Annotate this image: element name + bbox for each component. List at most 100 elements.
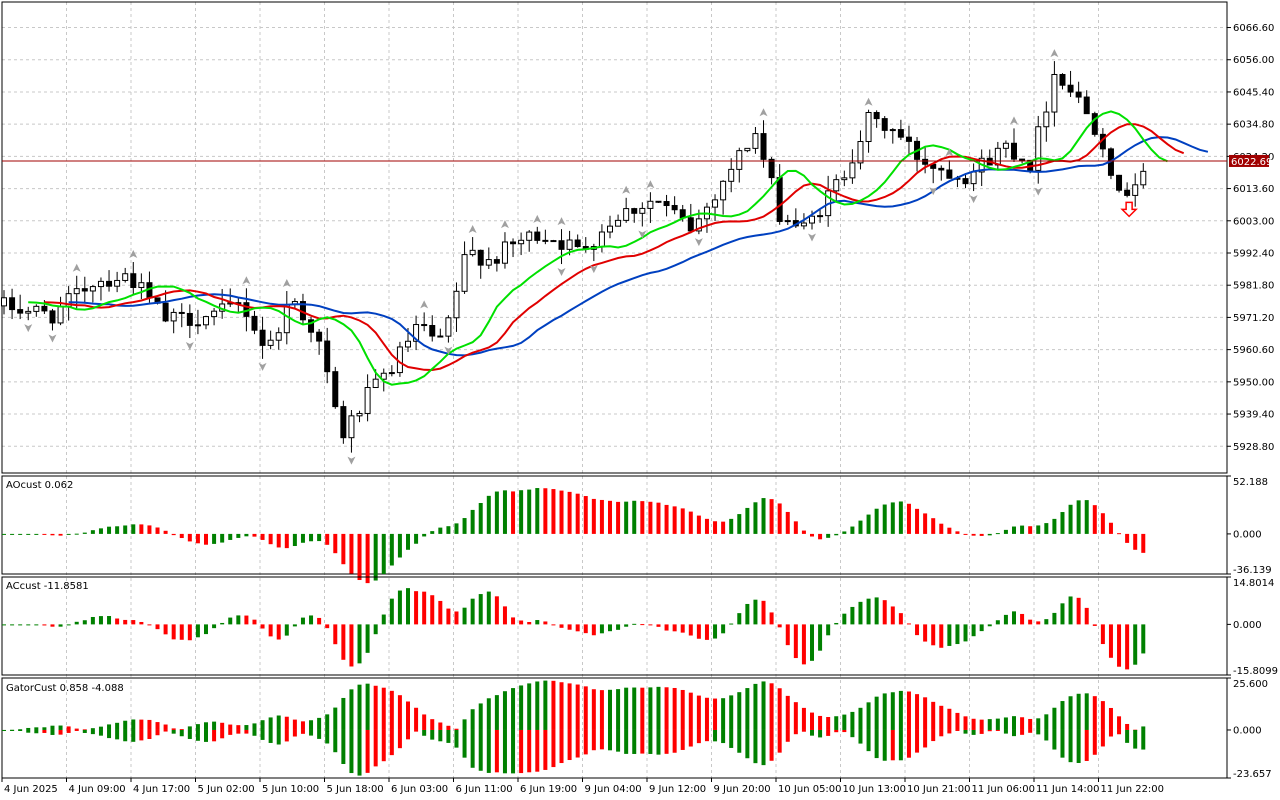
gator-upper-bar	[575, 684, 580, 730]
gator-lower-bar	[1100, 729, 1105, 747]
gator-lower-bar	[664, 729, 669, 754]
candle	[1107, 147, 1114, 180]
gator-lower-bar	[1141, 729, 1146, 750]
candle	[558, 229, 565, 265]
histogram-bar	[349, 624, 354, 667]
histogram-bar	[608, 624, 612, 632]
gator-upper-bar	[511, 688, 516, 730]
histogram-bar	[107, 616, 112, 625]
candle-body	[1116, 174, 1123, 191]
histogram-bar	[389, 598, 394, 625]
candle-body	[130, 273, 137, 288]
gator-upper-bar	[599, 690, 604, 730]
histogram-bar	[284, 533, 289, 549]
gator-panel[interactable]: GatorCust 0.858 -4.088 25.600 0.000 -23.65…	[1, 677, 1272, 780]
ao-title: AOcust 0.062	[6, 480, 73, 491]
candle-body	[413, 324, 420, 342]
gator-lower-bar	[858, 729, 863, 744]
price-tick-label: 5960.60	[1233, 345, 1274, 356]
histogram-bar	[276, 624, 281, 640]
fractal-markers	[24, 49, 1059, 465]
gator-lower-bar	[292, 729, 297, 737]
histogram-bar	[680, 508, 685, 534]
price-tick-label: 6056.00	[1233, 55, 1274, 66]
histogram-bar	[599, 624, 604, 634]
candle-body	[970, 171, 977, 185]
candle	[1075, 81, 1082, 104]
indicator-tick-label: 14.8014	[1233, 578, 1274, 589]
gator-lower-bar	[26, 729, 31, 733]
histogram-bar	[1076, 500, 1081, 534]
candle-body	[388, 372, 395, 375]
candle	[760, 120, 767, 168]
histogram-bar	[82, 532, 87, 534]
gator-upper-bar	[551, 680, 556, 730]
histogram-bar	[292, 533, 297, 547]
fractal-down-icon	[929, 187, 938, 196]
histogram-bar	[478, 594, 483, 625]
fractal-down-icon	[969, 195, 978, 204]
gator-lower-bar	[834, 729, 839, 733]
histogram-bar	[1100, 624, 1105, 645]
candle-body	[534, 231, 541, 241]
alligator-teeth-line	[44, 123, 1185, 372]
histogram-bar	[890, 606, 895, 625]
gator-upper-bar	[317, 717, 322, 730]
gator-lower-bar	[502, 729, 507, 774]
histogram-bar	[1100, 513, 1105, 534]
ao-axis: 52.188 0.000 -36.139	[1227, 475, 1272, 576]
fractal-up-icon	[468, 225, 477, 234]
candle-body	[768, 158, 775, 179]
candle	[308, 316, 315, 343]
gator-upper-bar	[66, 726, 71, 730]
price-panel[interactable]: 6066.606056.006045.406034.806024.206013.…	[1, 1, 1275, 474]
histogram-bar	[18, 533, 23, 535]
candle-body	[275, 332, 282, 341]
gator-upper-bar	[777, 688, 782, 730]
gator-upper-bar	[519, 685, 524, 730]
time-axis: 4 Jun 2025 4 Jun 09:00 4 Jun 17:00 5 Jun 02…	[1, 778, 1164, 795]
histogram-bar	[575, 624, 580, 632]
candle	[267, 330, 274, 350]
candle-body	[1, 297, 7, 307]
gator-lower-bar	[535, 729, 540, 772]
gator-lower-bar	[850, 729, 855, 738]
histogram-bar	[1133, 624, 1138, 665]
gator-upper-bar	[882, 693, 887, 730]
histogram-bar	[66, 624, 71, 626]
histogram-bar	[422, 591, 427, 625]
histogram-bar	[1060, 603, 1065, 625]
candle	[332, 366, 339, 409]
ac-panel[interactable]: ACcust -11.8581 14.8014 0.000 -15.8099	[1, 576, 1278, 677]
gator-upper-bar	[478, 703, 483, 730]
gator-upper-bar	[955, 712, 960, 730]
candle-body	[57, 306, 64, 324]
gator-lower-bar	[357, 729, 362, 776]
histogram-bar	[58, 624, 63, 627]
candle	[962, 173, 969, 189]
gator-upper-bar	[204, 722, 208, 730]
gator-upper-bar	[309, 720, 314, 730]
price-tick-label: 5939.40	[1233, 410, 1274, 421]
histogram-bar	[139, 621, 144, 625]
candle-body	[526, 231, 533, 241]
histogram-bar	[939, 624, 944, 648]
candle	[897, 119, 904, 141]
histogram-bar	[42, 624, 47, 626]
candle	[33, 304, 40, 317]
histogram-bar	[858, 520, 863, 534]
histogram-bar	[50, 624, 55, 627]
price-tick-label: 6066.60	[1233, 23, 1274, 34]
histogram-bar	[915, 624, 920, 636]
histogram-bar	[793, 624, 798, 659]
candle-body	[1075, 91, 1082, 98]
histogram-bar	[923, 624, 928, 642]
histogram-bar	[430, 595, 435, 625]
ao-panel[interactable]: AOcust 0.062 52.188 0.000 -36.139	[1, 475, 1272, 584]
histogram-bar	[163, 530, 168, 534]
histogram-bar	[195, 624, 200, 638]
histogram-bar	[179, 533, 184, 539]
candle-body	[663, 201, 670, 207]
